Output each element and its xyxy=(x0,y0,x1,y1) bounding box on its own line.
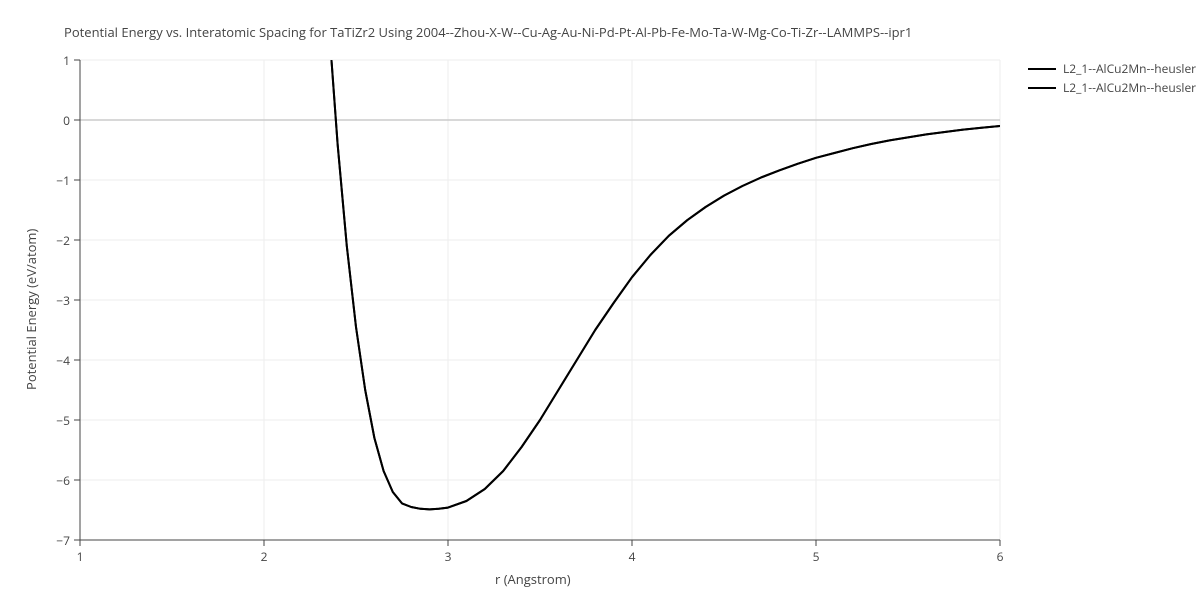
legend-label: L2_1--AlCu2Mn--heusler xyxy=(1063,60,1196,77)
plot-area[interactable] xyxy=(0,0,1200,600)
legend-swatch xyxy=(1028,87,1056,89)
x-tick-label: 6 xyxy=(980,548,1020,565)
series-line-1[interactable] xyxy=(319,0,1000,509)
y-tick-label: 0 xyxy=(63,112,70,129)
y-tick-label: −7 xyxy=(56,532,70,549)
legend-swatch xyxy=(1028,68,1056,70)
y-tick-label: 1 xyxy=(63,52,70,69)
x-tick-label: 2 xyxy=(244,548,284,565)
legend-label: L2_1--AlCu2Mn--heusler xyxy=(1063,79,1196,96)
legend-item-0[interactable]: L2_1--AlCu2Mn--heusler xyxy=(1028,60,1196,77)
chart-root: Potential Energy vs. Interatomic Spacing… xyxy=(0,0,1200,600)
y-tick-label: −6 xyxy=(56,472,70,489)
y-tick-label: −1 xyxy=(56,172,70,189)
y-tick-label: −3 xyxy=(56,292,70,309)
x-tick-label: 3 xyxy=(428,548,468,565)
y-tick-label: −2 xyxy=(56,232,70,249)
y-axis-label: Potential Energy (eV/atom) xyxy=(22,229,40,390)
legend-item-1[interactable]: L2_1--AlCu2Mn--heusler xyxy=(1028,79,1196,96)
x-tick-label: 4 xyxy=(612,548,652,565)
x-tick-label: 5 xyxy=(796,548,836,565)
x-tick-label: 1 xyxy=(60,548,100,565)
y-tick-label: −5 xyxy=(56,412,70,429)
legend[interactable]: L2_1--AlCu2Mn--heusler L2_1--AlCu2Mn--heu… xyxy=(1028,60,1196,96)
series-line-0[interactable] xyxy=(319,0,1000,509)
x-axis-label: r (Angstrom) xyxy=(495,570,571,588)
y-tick-label: −4 xyxy=(56,352,70,369)
